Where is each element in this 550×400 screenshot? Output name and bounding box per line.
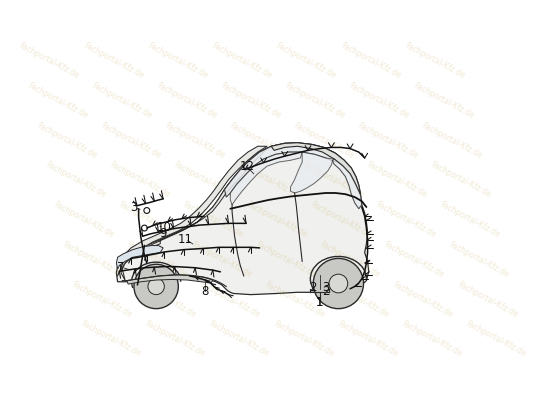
Text: 1: 1: [316, 296, 323, 309]
Text: Fachportal-Kfz.de: Fachportal-Kfz.de: [274, 41, 338, 81]
Text: Fachportal-Kfz.de: Fachportal-Kfz.de: [465, 319, 527, 359]
Text: 8: 8: [201, 285, 209, 298]
Text: 3: 3: [322, 281, 330, 294]
Text: Fachportal-Kfz.de: Fachportal-Kfz.de: [356, 121, 420, 160]
Text: 7: 7: [117, 261, 125, 274]
Text: Fachportal-Kfz.de: Fachportal-Kfz.de: [181, 200, 244, 240]
Text: Fachportal-Kfz.de: Fachportal-Kfz.de: [348, 81, 411, 120]
Polygon shape: [333, 159, 362, 209]
Text: 12: 12: [239, 160, 254, 173]
Polygon shape: [290, 152, 334, 193]
Text: Fachportal-Kfz.de: Fachportal-Kfz.de: [53, 200, 116, 240]
Text: 10: 10: [156, 221, 171, 234]
Text: Fachportal-Kfz.de: Fachportal-Kfz.de: [126, 240, 189, 279]
Text: Fachportal-Kfz.de: Fachportal-Kfz.de: [219, 81, 282, 120]
Text: Fachportal-Kfz.de: Fachportal-Kfz.de: [412, 81, 475, 120]
Text: Fachportal-Kfz.de: Fachportal-Kfz.de: [26, 81, 90, 120]
Text: Fachportal-Kfz.de: Fachportal-Kfz.de: [108, 160, 172, 200]
Text: Fachportal-Kfz.de: Fachportal-Kfz.de: [421, 121, 484, 160]
Polygon shape: [120, 146, 267, 270]
Text: Fachportal-Kfz.de: Fachportal-Kfz.de: [44, 160, 107, 200]
Text: Fachportal-Kfz.de: Fachportal-Kfz.de: [146, 41, 210, 81]
Text: Fachportal-Kfz.de: Fachportal-Kfz.de: [327, 280, 390, 319]
Text: Fachportal-Kfz.de: Fachportal-Kfz.de: [254, 240, 317, 279]
Text: Fachportal-Kfz.de: Fachportal-Kfz.de: [135, 280, 197, 319]
Text: Fachportal-Kfz.de: Fachportal-Kfz.de: [318, 240, 382, 279]
Text: 2: 2: [310, 281, 317, 294]
Circle shape: [314, 258, 364, 309]
Text: Fachportal-Kfz.de: Fachportal-Kfz.de: [272, 319, 335, 359]
Text: 9: 9: [160, 227, 167, 240]
Text: Fachportal-Kfz.de: Fachportal-Kfz.de: [100, 121, 163, 160]
Text: 3: 3: [130, 200, 138, 214]
Text: Fachportal-Kfz.de: Fachportal-Kfz.de: [336, 319, 399, 359]
Text: Fachportal-Kfz.de: Fachportal-Kfz.de: [228, 121, 291, 160]
Polygon shape: [127, 275, 213, 284]
Polygon shape: [271, 143, 361, 194]
Text: Fachportal-Kfz.de: Fachportal-Kfz.de: [292, 121, 355, 160]
Text: Fachportal-Kfz.de: Fachportal-Kfz.de: [430, 160, 493, 200]
Text: Fachportal-Kfz.de: Fachportal-Kfz.de: [283, 81, 346, 120]
Text: Fachportal-Kfz.de: Fachportal-Kfz.de: [383, 240, 446, 279]
Text: Fachportal-Kfz.de: Fachportal-Kfz.de: [35, 121, 98, 160]
Polygon shape: [224, 143, 342, 197]
Text: Fachportal-Kfz.de: Fachportal-Kfz.de: [79, 319, 142, 359]
Text: 2: 2: [322, 285, 330, 298]
Text: Fachportal-Kfz.de: Fachportal-Kfz.de: [400, 319, 464, 359]
Text: Fachportal-Kfz.de: Fachportal-Kfz.de: [339, 41, 402, 81]
Text: Fachportal-Kfz.de: Fachportal-Kfz.de: [190, 240, 253, 279]
Text: Fachportal-Kfz.de: Fachportal-Kfz.de: [70, 280, 134, 319]
Text: Fachportal-Kfz.de: Fachportal-Kfz.de: [82, 41, 145, 81]
Text: Fachportal-Kfz.de: Fachportal-Kfz.de: [365, 160, 428, 200]
Text: Fachportal-Kfz.de: Fachportal-Kfz.de: [245, 200, 309, 240]
Text: Fachportal-Kfz.de: Fachportal-Kfz.de: [173, 160, 235, 200]
Text: Fachportal-Kfz.de: Fachportal-Kfz.de: [263, 280, 326, 319]
Text: 1: 1: [316, 296, 323, 309]
Text: Fachportal-Kfz.de: Fachportal-Kfz.de: [447, 240, 510, 279]
Text: Fachportal-Kfz.de: Fachportal-Kfz.de: [403, 41, 466, 81]
Polygon shape: [121, 148, 268, 281]
Text: Fachportal-Kfz.de: Fachportal-Kfz.de: [310, 200, 373, 240]
Text: Fachportal-Kfz.de: Fachportal-Kfz.de: [117, 200, 180, 240]
Polygon shape: [230, 152, 302, 205]
Text: Fachportal-Kfz.de: Fachportal-Kfz.de: [211, 41, 273, 81]
Text: Fachportal-Kfz.de: Fachportal-Kfz.de: [155, 81, 218, 120]
Text: Fachportal-Kfz.de: Fachportal-Kfz.de: [164, 121, 227, 160]
Circle shape: [148, 278, 164, 295]
Text: Fachportal-Kfz.de: Fachportal-Kfz.de: [207, 319, 271, 359]
Text: Fachportal-Kfz.de: Fachportal-Kfz.de: [91, 81, 154, 120]
Polygon shape: [117, 246, 163, 269]
Text: Fachportal-Kfz.de: Fachportal-Kfz.de: [199, 280, 262, 319]
Polygon shape: [117, 143, 368, 295]
Text: Fachportal-Kfz.de: Fachportal-Kfz.de: [18, 41, 81, 81]
Text: Fachportal-Kfz.de: Fachportal-Kfz.de: [456, 280, 519, 319]
Text: Fachportal-Kfz.de: Fachportal-Kfz.de: [392, 280, 455, 319]
Circle shape: [329, 274, 348, 293]
Text: Fachportal-Kfz.de: Fachportal-Kfz.de: [143, 319, 206, 359]
Text: Fachportal-Kfz.de: Fachportal-Kfz.de: [62, 240, 125, 279]
Text: 11: 11: [178, 233, 193, 246]
Text: Fachportal-Kfz.de: Fachportal-Kfz.de: [301, 160, 364, 200]
Text: Fachportal-Kfz.de: Fachportal-Kfz.de: [236, 160, 300, 200]
Text: Fachportal-Kfz.de: Fachportal-Kfz.de: [438, 200, 502, 240]
Text: Fachportal-Kfz.de: Fachportal-Kfz.de: [374, 200, 437, 240]
Circle shape: [134, 264, 178, 309]
